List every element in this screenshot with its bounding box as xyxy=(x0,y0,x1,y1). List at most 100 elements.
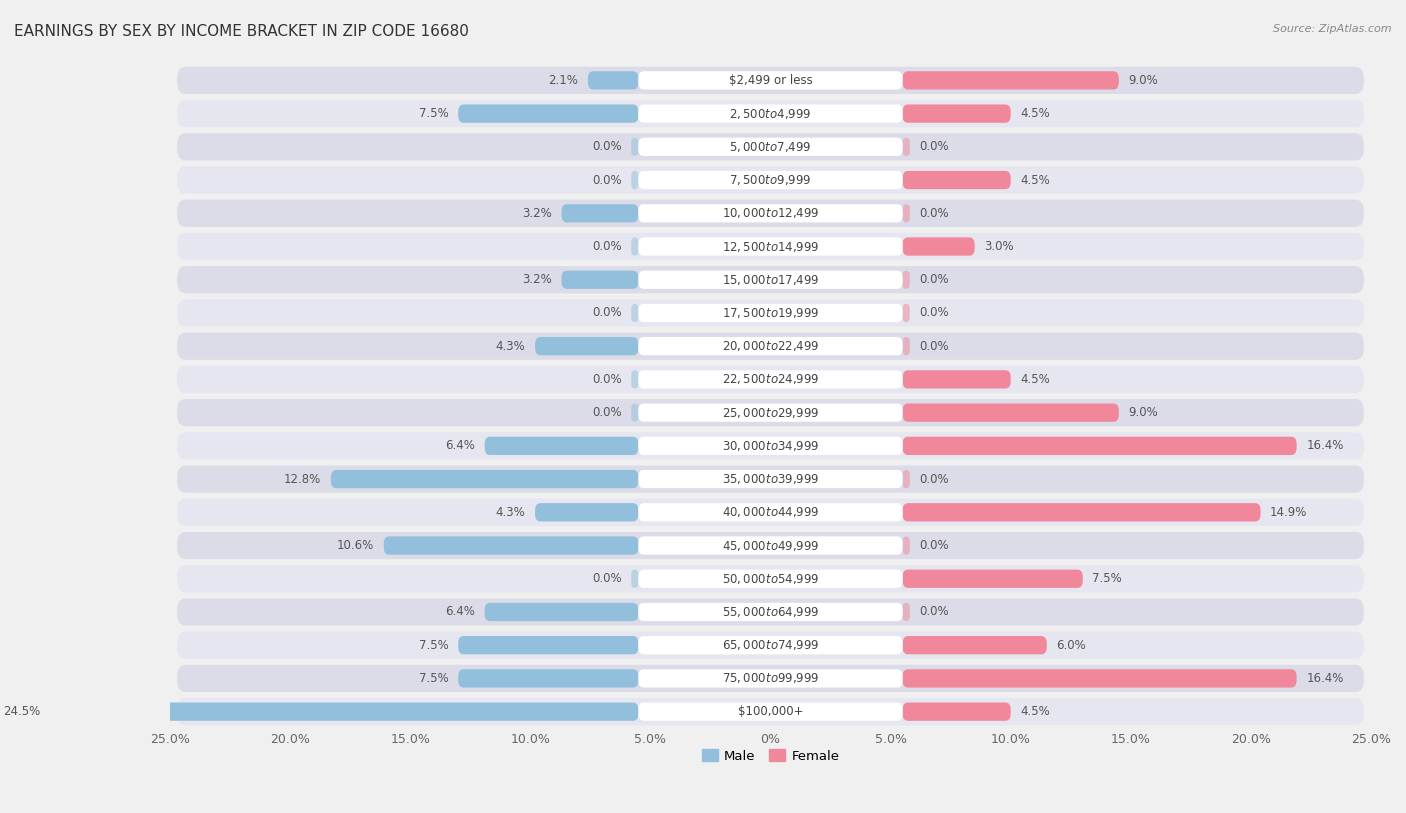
FancyBboxPatch shape xyxy=(177,333,1364,360)
Text: $25,000 to $29,999: $25,000 to $29,999 xyxy=(721,406,820,420)
Text: $55,000 to $64,999: $55,000 to $64,999 xyxy=(721,605,820,619)
FancyBboxPatch shape xyxy=(177,200,1364,227)
Text: $45,000 to $49,999: $45,000 to $49,999 xyxy=(721,538,820,553)
FancyBboxPatch shape xyxy=(177,598,1364,625)
Text: $7,500 to $9,999: $7,500 to $9,999 xyxy=(730,173,811,187)
Text: 4.5%: 4.5% xyxy=(1021,107,1050,120)
FancyBboxPatch shape xyxy=(177,565,1364,593)
FancyBboxPatch shape xyxy=(638,669,903,688)
FancyBboxPatch shape xyxy=(458,669,638,688)
FancyBboxPatch shape xyxy=(485,437,638,455)
Text: 0.0%: 0.0% xyxy=(920,273,949,286)
FancyBboxPatch shape xyxy=(903,669,1296,688)
Text: $100,000+: $100,000+ xyxy=(738,705,803,718)
FancyBboxPatch shape xyxy=(177,498,1364,526)
Text: 9.0%: 9.0% xyxy=(1129,406,1159,420)
FancyBboxPatch shape xyxy=(177,665,1364,692)
Text: 0.0%: 0.0% xyxy=(592,572,621,585)
FancyBboxPatch shape xyxy=(631,403,638,422)
Text: 3.2%: 3.2% xyxy=(522,207,553,220)
FancyBboxPatch shape xyxy=(638,702,903,721)
Text: 0.0%: 0.0% xyxy=(592,240,621,253)
Text: $12,500 to $14,999: $12,500 to $14,999 xyxy=(721,240,820,254)
FancyBboxPatch shape xyxy=(903,403,1119,422)
FancyBboxPatch shape xyxy=(631,570,638,588)
Text: 4.3%: 4.3% xyxy=(496,340,526,353)
FancyBboxPatch shape xyxy=(177,299,1364,327)
FancyBboxPatch shape xyxy=(177,399,1364,426)
Text: 0.0%: 0.0% xyxy=(920,141,949,154)
Text: 16.4%: 16.4% xyxy=(1306,672,1344,685)
Text: $65,000 to $74,999: $65,000 to $74,999 xyxy=(721,638,820,652)
FancyBboxPatch shape xyxy=(177,632,1364,659)
Text: $15,000 to $17,499: $15,000 to $17,499 xyxy=(721,272,820,287)
FancyBboxPatch shape xyxy=(903,105,1011,123)
FancyBboxPatch shape xyxy=(638,503,903,521)
Text: 14.9%: 14.9% xyxy=(1270,506,1308,519)
FancyBboxPatch shape xyxy=(384,537,638,554)
FancyBboxPatch shape xyxy=(638,470,903,489)
FancyBboxPatch shape xyxy=(903,370,1011,389)
Text: $40,000 to $44,999: $40,000 to $44,999 xyxy=(721,506,820,520)
FancyBboxPatch shape xyxy=(638,171,903,189)
FancyBboxPatch shape xyxy=(638,570,903,588)
FancyBboxPatch shape xyxy=(631,171,638,189)
Text: $30,000 to $34,999: $30,000 to $34,999 xyxy=(721,439,820,453)
Text: 12.8%: 12.8% xyxy=(284,472,322,485)
FancyBboxPatch shape xyxy=(177,433,1364,459)
Text: $2,499 or less: $2,499 or less xyxy=(728,74,813,87)
Text: 9.0%: 9.0% xyxy=(1129,74,1159,87)
Text: $10,000 to $12,499: $10,000 to $12,499 xyxy=(721,207,820,220)
FancyBboxPatch shape xyxy=(631,237,638,255)
Text: $35,000 to $39,999: $35,000 to $39,999 xyxy=(721,472,820,486)
FancyBboxPatch shape xyxy=(903,602,910,621)
Text: $22,500 to $24,999: $22,500 to $24,999 xyxy=(721,372,820,386)
FancyBboxPatch shape xyxy=(638,537,903,554)
Text: EARNINGS BY SEX BY INCOME BRACKET IN ZIP CODE 16680: EARNINGS BY SEX BY INCOME BRACKET IN ZIP… xyxy=(14,24,470,39)
FancyBboxPatch shape xyxy=(638,636,903,654)
FancyBboxPatch shape xyxy=(903,437,1296,455)
FancyBboxPatch shape xyxy=(903,304,910,322)
FancyBboxPatch shape xyxy=(330,470,638,489)
FancyBboxPatch shape xyxy=(561,271,638,289)
FancyBboxPatch shape xyxy=(561,204,638,223)
Text: 0.0%: 0.0% xyxy=(592,307,621,320)
FancyBboxPatch shape xyxy=(638,437,903,455)
Text: 7.5%: 7.5% xyxy=(1092,572,1122,585)
FancyBboxPatch shape xyxy=(903,702,1011,721)
FancyBboxPatch shape xyxy=(903,503,1261,521)
FancyBboxPatch shape xyxy=(588,72,638,89)
FancyBboxPatch shape xyxy=(638,204,903,223)
Text: 16.4%: 16.4% xyxy=(1306,439,1344,452)
Legend: Male, Female: Male, Female xyxy=(696,744,845,768)
Text: 0.0%: 0.0% xyxy=(592,373,621,386)
FancyBboxPatch shape xyxy=(177,366,1364,393)
Text: 3.0%: 3.0% xyxy=(984,240,1014,253)
FancyBboxPatch shape xyxy=(903,204,910,223)
Text: 7.5%: 7.5% xyxy=(419,639,449,652)
FancyBboxPatch shape xyxy=(458,105,638,123)
FancyBboxPatch shape xyxy=(177,167,1364,193)
Text: $2,500 to $4,999: $2,500 to $4,999 xyxy=(730,107,811,120)
Text: $20,000 to $22,499: $20,000 to $22,499 xyxy=(721,339,820,353)
FancyBboxPatch shape xyxy=(638,105,903,123)
Text: 3.2%: 3.2% xyxy=(522,273,553,286)
Text: 0.0%: 0.0% xyxy=(592,173,621,186)
FancyBboxPatch shape xyxy=(903,636,1046,654)
Text: 7.5%: 7.5% xyxy=(419,107,449,120)
Text: 10.6%: 10.6% xyxy=(337,539,374,552)
Text: 0.0%: 0.0% xyxy=(920,207,949,220)
FancyBboxPatch shape xyxy=(638,271,903,289)
FancyBboxPatch shape xyxy=(177,698,1364,725)
FancyBboxPatch shape xyxy=(638,137,903,156)
Text: 2.1%: 2.1% xyxy=(548,74,578,87)
FancyBboxPatch shape xyxy=(631,370,638,389)
Text: 6.4%: 6.4% xyxy=(446,606,475,619)
FancyBboxPatch shape xyxy=(638,602,903,621)
Text: 6.4%: 6.4% xyxy=(446,439,475,452)
Text: 4.5%: 4.5% xyxy=(1021,373,1050,386)
FancyBboxPatch shape xyxy=(638,370,903,389)
Text: $50,000 to $54,999: $50,000 to $54,999 xyxy=(721,572,820,585)
Text: $75,000 to $99,999: $75,000 to $99,999 xyxy=(721,672,820,685)
FancyBboxPatch shape xyxy=(903,171,1011,189)
